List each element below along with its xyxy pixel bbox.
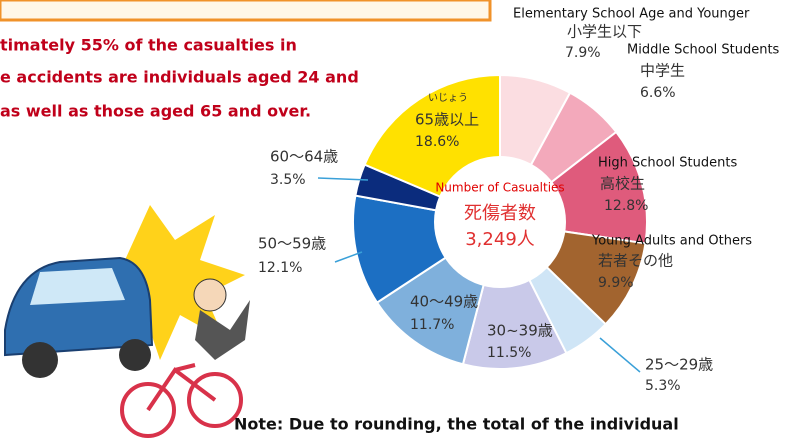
page: timately 55% of the casualties in e acci… [0,0,799,448]
value-label: 11.5% [487,345,531,361]
intro-line: e accidents are individuals aged 24 and [0,68,359,87]
category-label: 若者その他 [598,252,673,270]
value-label: 6.6% [640,85,676,101]
english-label: Middle School Students [627,43,780,58]
category-label: 40～49歳 [410,293,478,311]
value-label: 12.1% [258,260,302,276]
center-label: Number of Casualties [435,181,564,195]
category-label: 25～29歳 [645,356,713,374]
category-label: 30~39歳 [487,322,553,340]
note: Note: Due to rounding, the total of the … [234,415,679,434]
person-head [194,279,226,311]
intro-line: as well as those aged 65 and over. [0,102,311,121]
car-wheel [22,342,58,378]
leader-line [600,338,640,372]
value-label: 11.7% [410,317,454,333]
illustration [5,205,250,436]
english-label: Elementary School Age and Younger [513,7,750,22]
value-label: 18.6% [415,134,459,150]
car-wheel [119,339,151,371]
category-label: 65歳以上 [415,111,479,129]
category-label: 小学生以下 [567,23,642,41]
english-label: Young Adults and Others [591,234,752,249]
car-window [30,268,125,305]
category-label: 60～64歳 [270,148,338,166]
header-bar [0,0,490,20]
value-label: 7.9% [565,45,601,61]
english-label: High School Students [598,156,737,171]
intro-line: timately 55% of the casualties in [0,36,297,55]
category-label: 中学生 [640,62,685,80]
value-label: 5.3% [645,378,681,394]
furigana: いじょう [428,92,468,104]
value-label: 12.8% [604,198,648,214]
value-label: 3.5% [270,172,306,188]
category-label: 50～59歳 [258,235,326,253]
value-label: 9.9% [598,275,634,291]
center-title: 死傷者数 [464,203,536,224]
center-total: 3,249人 [465,229,535,250]
category-label: 高校生 [600,175,645,193]
